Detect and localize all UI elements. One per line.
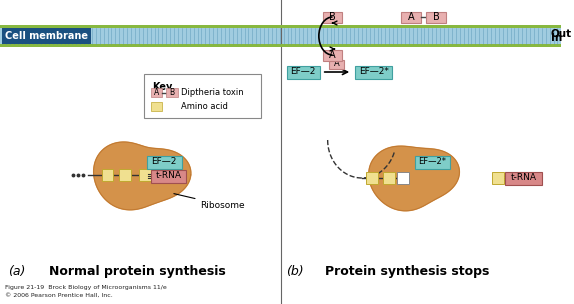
Text: EF—2: EF—2 (290, 67, 316, 77)
Text: Key: Key (153, 82, 173, 92)
Text: t-RNA: t-RNA (155, 171, 181, 181)
Text: A: A (329, 50, 336, 60)
Text: Out: Out (550, 29, 572, 39)
Text: © 2006 Pearson Prentice Hall, Inc.: © 2006 Pearson Prentice Hall, Inc. (5, 293, 113, 298)
FancyBboxPatch shape (144, 74, 261, 118)
Bar (329, 60, 344, 68)
Bar (150, 170, 186, 182)
Text: Ribosome: Ribosome (174, 194, 245, 209)
Text: A: A (154, 88, 159, 97)
Bar (401, 12, 421, 22)
Text: In: In (550, 33, 562, 43)
Bar (139, 169, 150, 181)
Text: B: B (169, 88, 174, 97)
Bar (102, 169, 114, 181)
Bar (505, 171, 542, 185)
Bar (323, 12, 342, 22)
Polygon shape (94, 142, 191, 210)
Bar (323, 50, 342, 60)
Text: Diptheria toxin: Diptheria toxin (181, 88, 243, 97)
Bar (492, 172, 504, 184)
Polygon shape (369, 146, 459, 211)
Bar (426, 12, 446, 22)
Text: Protein synthesis stops: Protein synthesis stops (325, 265, 489, 278)
Bar (0, 44, 561, 47)
Text: Normal protein synthesis: Normal protein synthesis (49, 265, 226, 278)
Bar (150, 88, 162, 97)
Bar (355, 65, 392, 78)
Text: (a): (a) (8, 265, 25, 278)
Text: A: A (408, 12, 414, 22)
Bar (397, 172, 409, 184)
Text: Figure 21-19  Brock Biology of Microorganisms 11/e: Figure 21-19 Brock Biology of Microorgan… (5, 285, 166, 290)
Bar (414, 156, 450, 168)
Text: Amino acid: Amino acid (181, 102, 228, 111)
Text: B: B (433, 12, 440, 22)
Text: EF—2: EF—2 (152, 157, 177, 167)
Text: EF—2*: EF—2* (359, 67, 389, 77)
Bar (366, 172, 378, 184)
Bar (147, 156, 182, 168)
Text: t-RNA: t-RNA (510, 174, 536, 182)
Text: (b): (b) (286, 265, 303, 278)
Bar (0, 25, 561, 28)
Bar (383, 172, 395, 184)
Text: EF—2*: EF—2* (418, 157, 447, 167)
Bar (286, 65, 320, 78)
Text: A: A (333, 60, 339, 68)
Bar (119, 169, 131, 181)
Bar (0, 25, 561, 47)
Text: Cell membrane: Cell membrane (5, 31, 88, 41)
Bar (166, 88, 178, 97)
Bar (150, 102, 162, 111)
Text: B: B (329, 12, 336, 22)
